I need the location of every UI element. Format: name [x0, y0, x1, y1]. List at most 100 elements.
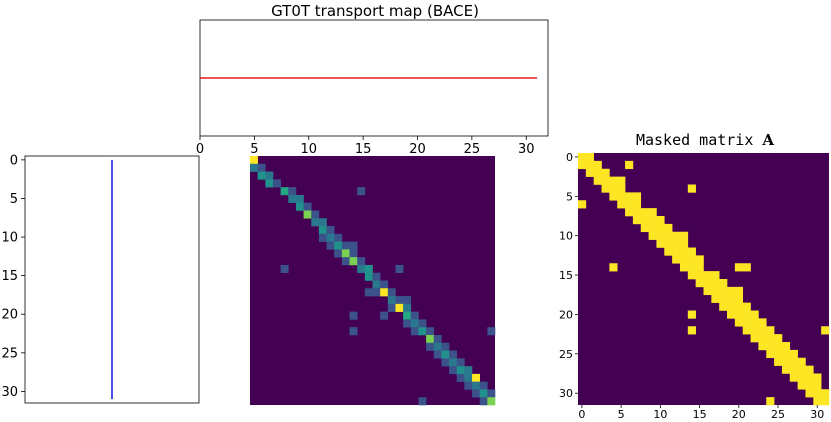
- y-tick-label: 0: [566, 151, 573, 164]
- matrix-cell: [727, 310, 736, 319]
- transport-map-x-ticks: 0 5 10 15 20 25 30: [196, 136, 535, 157]
- x-tick-label: 5: [250, 142, 258, 157]
- matrix-cell: [805, 365, 814, 374]
- matrix-cell: [617, 184, 626, 193]
- masked-matrix-x-ticks: 0 5 10 15 20 25 30: [578, 405, 824, 421]
- heatmap-cell: [341, 249, 350, 258]
- heatmap-cell: [441, 342, 450, 351]
- heatmap-cell: [334, 241, 343, 250]
- x-tick-label: 5: [618, 408, 625, 421]
- x-tick-label: 20: [409, 142, 426, 157]
- heatmap-cell: [449, 350, 458, 359]
- heatmap-cell: [303, 202, 312, 211]
- matrix-cell: [601, 168, 610, 177]
- x-tick-label: 0: [196, 142, 204, 157]
- heatmap-cell: [280, 264, 289, 274]
- heatmap-cell: [426, 334, 435, 344]
- matrix-cell: [789, 373, 798, 382]
- x-tick-label: 10: [653, 408, 667, 421]
- matrix-cell: [648, 231, 657, 240]
- matrix-cell: [821, 389, 830, 398]
- heatmap-cell: [265, 179, 274, 188]
- matrix-cell: [617, 200, 626, 209]
- y-tick-label: 20: [1, 308, 18, 323]
- heatmap-cell: [410, 319, 419, 328]
- heatmap-cell: [403, 311, 412, 320]
- matrix-cell: [711, 279, 720, 288]
- matrix-cell: [750, 334, 759, 343]
- matrix-cell: [797, 381, 806, 390]
- heatmap-cell: [433, 342, 442, 351]
- heatmap-cell: [364, 288, 373, 297]
- matrix-cell: [656, 239, 665, 248]
- x-tick-label: 25: [771, 408, 785, 421]
- heatmap-cell: [357, 264, 366, 274]
- matrix-cell: [656, 223, 665, 233]
- heatmap-cell: [449, 366, 458, 375]
- matrix-cell: [742, 310, 751, 319]
- heatmap-cell: [295, 194, 304, 203]
- heatmap-cell: [272, 179, 281, 188]
- heatmap-cell: [418, 319, 427, 328]
- heatmap-cell: [487, 389, 496, 398]
- heatmap-cell: [387, 296, 396, 305]
- heatmap-cell: [472, 389, 480, 398]
- matrix-cell: [821, 326, 830, 335]
- heatmap-cell: [349, 249, 358, 258]
- matrix-cell: [711, 294, 720, 303]
- y-tick-label: 5: [566, 190, 573, 203]
- heatmap-cell: [326, 241, 335, 250]
- matrix-cell: [601, 176, 610, 185]
- matrix-cell: [625, 160, 634, 170]
- matrix-cell: [672, 239, 681, 248]
- matrix-cell: [625, 192, 634, 201]
- heatmap-cell: [349, 327, 358, 336]
- matrix-cell: [719, 286, 728, 296]
- heatmap-cell: [403, 319, 412, 328]
- matrix-cell: [750, 310, 759, 319]
- matrix-cell: [758, 334, 767, 343]
- matrix-cell: [766, 397, 775, 406]
- matrix-cell: [719, 302, 728, 311]
- heatmap-cell: [418, 397, 427, 406]
- matrix-cell: [656, 216, 665, 225]
- heatmap-cell: [334, 233, 343, 242]
- heatmap-cell: [449, 358, 458, 367]
- heatmap-cell: [257, 171, 266, 180]
- masked-matrix-y-ticks: 0 5 10 15 20 25 30: [559, 151, 578, 400]
- heatmap-cell: [456, 358, 465, 367]
- heatmap-cell: [341, 241, 350, 250]
- matrix-cell: [632, 200, 642, 209]
- matrix-cell: [758, 342, 767, 351]
- heatmap-cell: [433, 350, 442, 359]
- matrix-cell: [640, 208, 649, 217]
- matrix-cell: [601, 184, 610, 193]
- matrix-cell: [774, 334, 783, 343]
- heatmap-cell: [472, 373, 480, 382]
- heatmap-cell: [464, 381, 473, 390]
- matrix-cell: [766, 334, 775, 343]
- heatmap-cell: [395, 303, 404, 312]
- x-tick-label: 15: [355, 142, 372, 157]
- y-tick-label: 15: [1, 269, 18, 284]
- x-tick-label: 20: [732, 408, 746, 421]
- heatmap-cell: [479, 389, 488, 398]
- matrix-cell: [727, 294, 736, 303]
- heatmap-cell: [479, 381, 488, 390]
- heatmap-cell: [357, 257, 366, 266]
- heatmap-cell: [441, 350, 450, 359]
- heatmap-cell: [472, 381, 480, 390]
- matrix-cell: [687, 310, 696, 319]
- x-tick-label: 30: [518, 142, 535, 157]
- matrix-cell: [774, 342, 783, 351]
- heatmap-cell: [318, 218, 327, 227]
- y-tick-label: 10: [559, 230, 573, 243]
- heatmap-cell: [380, 280, 389, 289]
- y-tick-label: 0: [10, 153, 18, 168]
- matrix-cell: [632, 192, 642, 201]
- matrix-cell: [805, 389, 814, 398]
- heatmap-cell: [250, 163, 258, 172]
- matrix-cell: [789, 349, 798, 359]
- heatmap-cell: [403, 303, 412, 312]
- heatmap-cell: [357, 187, 366, 196]
